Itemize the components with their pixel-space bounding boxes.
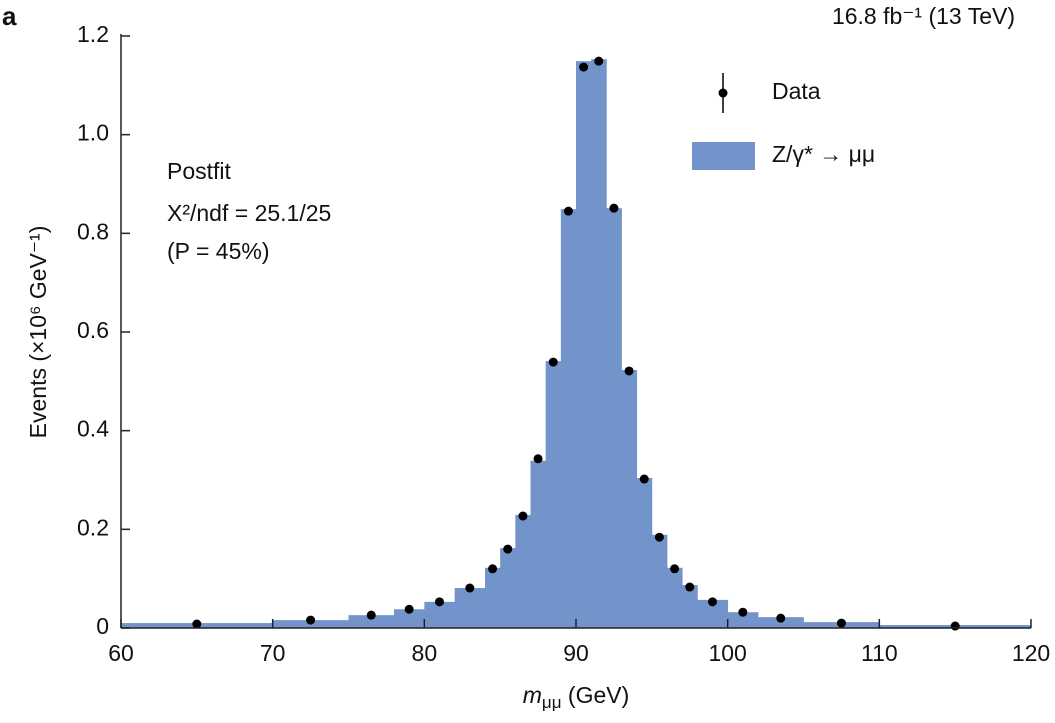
- data-point: [836, 618, 846, 628]
- histogram-bar: [545, 361, 562, 628]
- data-point: [404, 604, 414, 614]
- x-tick-label: 90: [563, 640, 589, 666]
- x-tick-label: 120: [1012, 640, 1050, 666]
- y-tick-label: 0.4: [77, 416, 109, 442]
- data-point: [594, 56, 604, 66]
- x-tick-label: 70: [260, 640, 286, 666]
- histogram-bar: [394, 609, 425, 628]
- data-point: [609, 203, 619, 213]
- x-label-unit: (GeV): [562, 682, 630, 708]
- histogram-bar: [667, 567, 683, 628]
- histogram-bar: [606, 208, 622, 628]
- histogram-bar: [454, 588, 486, 628]
- data-point: [563, 206, 573, 216]
- histogram-bar: [727, 612, 759, 628]
- y-tick-label: 1.0: [77, 120, 109, 146]
- data-point: [548, 357, 558, 367]
- annotation: X²/ndf = 25.1/25: [167, 200, 331, 226]
- data-point: [776, 613, 786, 623]
- data-point: [639, 474, 649, 484]
- data-point: [670, 564, 680, 574]
- histogram-bar: [621, 369, 638, 628]
- x-tick-label: 60: [108, 640, 134, 666]
- subtitle: 16.8 fb⁻¹ (13 TeV): [832, 3, 1015, 29]
- data-point: [533, 454, 543, 464]
- histogram-bar: [530, 460, 547, 628]
- data-point: [306, 615, 316, 625]
- x-tick-label: 110: [861, 640, 898, 666]
- panel-label: a: [2, 1, 17, 31]
- data-point: [366, 610, 376, 620]
- y-tick-label: 0.8: [77, 218, 109, 244]
- histogram-bar: [636, 478, 653, 628]
- y-tick-label: 0.6: [77, 317, 109, 343]
- legend-label: Z/γ* → μμ: [772, 141, 875, 167]
- data-point: [579, 62, 589, 72]
- x-tick-label: 80: [412, 640, 438, 666]
- data-point: [465, 583, 475, 593]
- y-tick-label: 0: [96, 613, 109, 639]
- x-axis-label: mμμ (GeV): [523, 682, 630, 712]
- y-axis-label: Events (×10⁶ GeV⁻¹): [25, 226, 51, 439]
- annotation: (P = 45%): [167, 238, 270, 264]
- histogram-bar: [485, 567, 501, 628]
- legend-marker: [692, 142, 755, 170]
- histogram-bar: [560, 209, 577, 628]
- data-point: [503, 544, 513, 554]
- data-point: [624, 366, 634, 376]
- histogram-bar: [515, 515, 531, 628]
- histogram-bar: [651, 534, 668, 628]
- legend-marker: [718, 88, 728, 98]
- data-point: [685, 582, 695, 592]
- data-point: [950, 621, 960, 631]
- data-point: [518, 511, 528, 521]
- y-tick-label: 0.2: [77, 514, 109, 540]
- y-tick-label: 1.2: [77, 21, 109, 47]
- data-point: [654, 532, 664, 542]
- x-label-symbol: m: [523, 682, 542, 708]
- legend-label: Data: [772, 78, 821, 104]
- x-label-sub: μμ: [542, 693, 562, 712]
- data-point: [738, 607, 748, 617]
- data-point: [488, 564, 498, 574]
- data-point: [192, 619, 202, 629]
- histogram-bar: [576, 61, 592, 629]
- x-tick-label: 100: [708, 640, 746, 666]
- histogram-bar: [500, 548, 516, 628]
- annotation: Postfit: [167, 158, 232, 184]
- histogram-bar: [591, 59, 607, 629]
- data-point: [435, 597, 444, 607]
- data-point: [708, 597, 717, 607]
- histogram-bar: [682, 585, 698, 628]
- histogram-bar: [348, 615, 395, 628]
